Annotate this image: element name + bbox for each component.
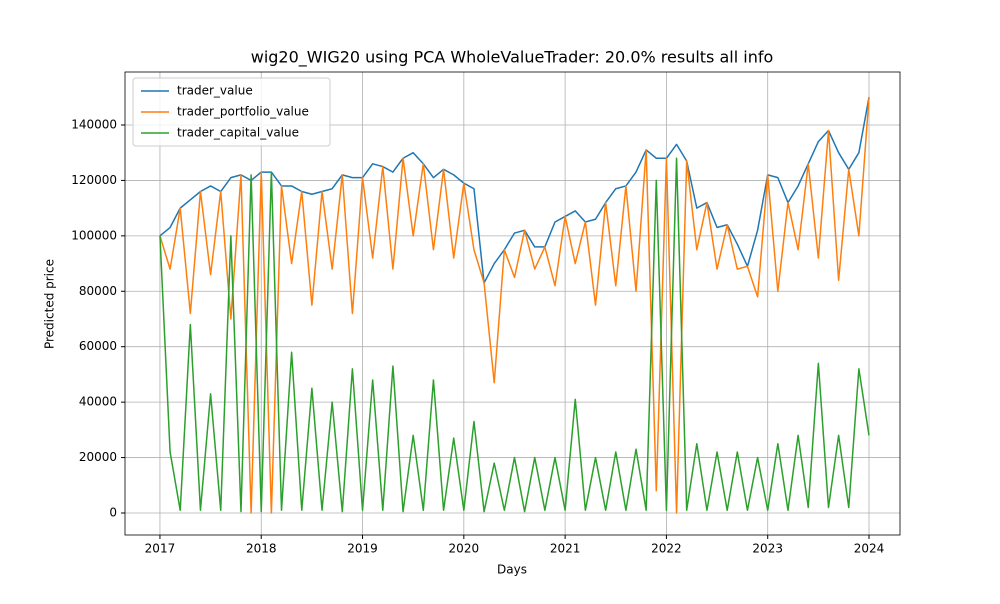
x-tick-label: 2022 [651, 542, 682, 556]
line-series [159, 97, 870, 284]
x-tick-label: 2020 [449, 542, 480, 556]
y-tick-label: 40000 [79, 395, 117, 409]
legend-label: trader_value [177, 84, 253, 98]
x-tick-label: 2019 [347, 542, 378, 556]
y-tick-label: 100000 [71, 228, 117, 242]
chart-title: wig20_WIG20 using PCA WholeValueTrader: … [251, 48, 774, 68]
plot-frame [124, 71, 901, 536]
x-tick-label: 2024 [854, 542, 885, 556]
x-axis-label: Days [497, 563, 527, 577]
y-tick-label: 20000 [79, 450, 117, 464]
legend-box [132, 77, 331, 147]
y-tick-label: 60000 [79, 339, 117, 353]
legend-label: trader_portfolio_value [177, 105, 309, 119]
x-tick-label: 2023 [752, 542, 783, 556]
x-tick-label: 2021 [550, 542, 581, 556]
x-tick-label: 2017 [145, 542, 176, 556]
line-series [159, 97, 870, 514]
y-axis-label: Predicted price [43, 259, 57, 349]
y-tick-label: 80000 [79, 284, 117, 298]
y-tick-label: 0 [109, 505, 117, 519]
x-tick-label: 2018 [246, 542, 277, 556]
y-tick-label: 140000 [71, 117, 117, 131]
y-tick-label: 120000 [71, 173, 117, 187]
legend-label: trader_capital_value [177, 126, 299, 140]
line-series [159, 157, 870, 513]
